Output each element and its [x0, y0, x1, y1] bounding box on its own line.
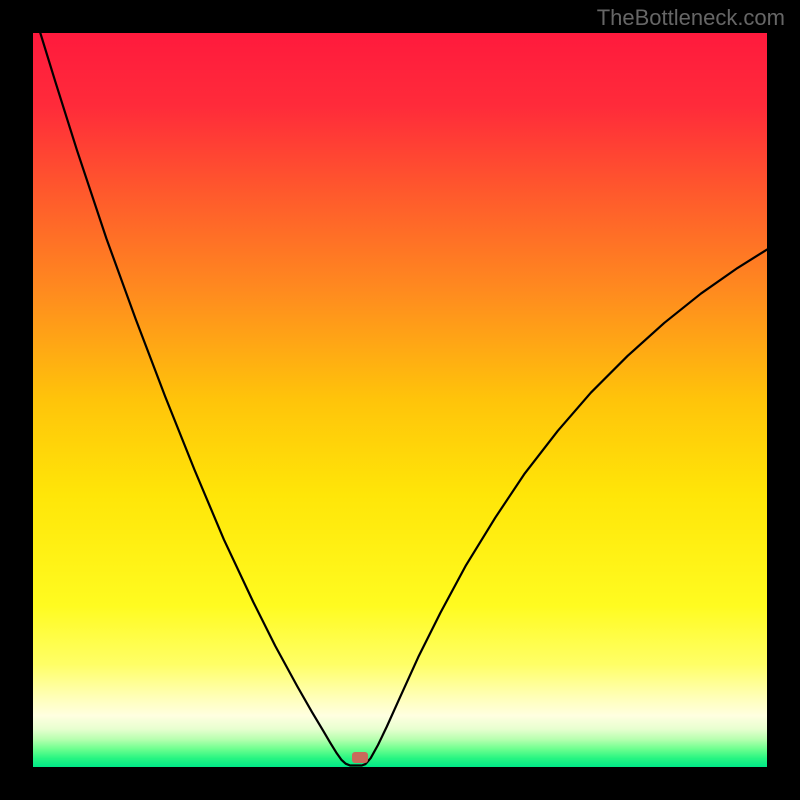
watermark-text: TheBottleneck.com — [597, 5, 785, 31]
plot-area — [33, 33, 767, 767]
bottleneck-marker — [352, 752, 368, 764]
bottleneck-curve — [40, 33, 767, 766]
chart-frame: TheBottleneck.com — [0, 0, 800, 800]
curve-layer — [33, 33, 767, 767]
